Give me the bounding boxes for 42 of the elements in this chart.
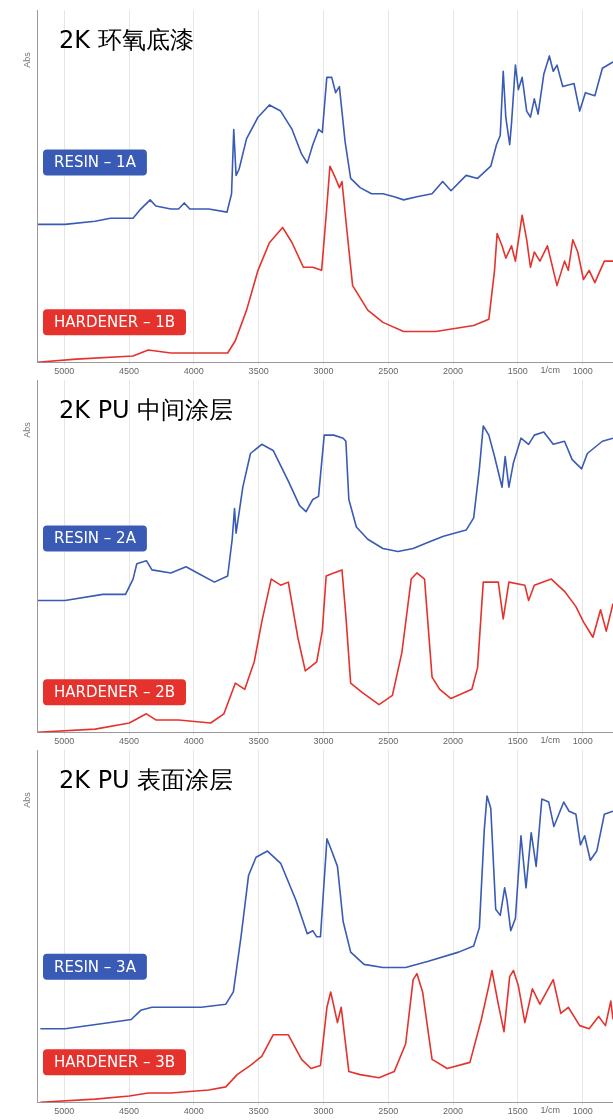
x-tick-label: 3500 [248, 736, 269, 747]
x-tick-label: 3000 [313, 1106, 334, 1117]
x-tick-label: 5000 [54, 736, 75, 747]
y-axis-title: Abs [22, 421, 33, 438]
x-tick-label: 4500 [119, 366, 140, 377]
chart-title: 2K PU 中间涂层 [59, 396, 234, 425]
text: RESIN – 1A [54, 153, 137, 172]
x-tick-label: 2000 [443, 1106, 464, 1117]
series-label: HARDENER – 3B [54, 1053, 175, 1072]
x-tick-label: 5000 [54, 366, 75, 377]
x-tick-label: 4500 [119, 736, 140, 747]
chart-title: 2K PU 表面涂层 [59, 766, 234, 795]
y-axis-title: Abs [22, 791, 33, 808]
x-axis-title: 1/cm [540, 735, 561, 746]
x-axis-title: 1/cm [540, 365, 561, 376]
x-tick-label: 4000 [183, 736, 204, 747]
x-tick-label: 3500 [248, 366, 269, 377]
x-tick-label: 3500 [248, 1106, 269, 1117]
series-label: HARDENER – 2B [54, 683, 175, 702]
x-axis-title: 1/cm [540, 1105, 561, 1116]
x-tick-label: 1500 [507, 366, 528, 377]
x-tick-label: 1500 [507, 736, 528, 747]
x-tick-label: 2500 [378, 736, 399, 747]
x-tick-label: 1000 [572, 366, 593, 377]
x-tick-label: 2500 [378, 1106, 399, 1117]
x-tick-label: 4000 [183, 1106, 204, 1117]
x-tick-label: 2500 [378, 366, 399, 377]
x-tick-label: 2000 [443, 366, 464, 377]
text: RESIN – 3A [54, 957, 137, 976]
x-tick-label: 2000 [443, 736, 464, 747]
x-tick-label: 4000 [183, 366, 204, 377]
x-tick-label: 3000 [313, 736, 334, 747]
x-tick-label: 5000 [54, 1106, 75, 1117]
x-tick-label: 1000 [572, 736, 593, 747]
x-tick-label: 1500 [507, 1106, 528, 1117]
series-label: HARDENER – 1B [54, 313, 175, 332]
y-axis-title: Abs [22, 51, 33, 68]
x-tick-label: 3000 [313, 366, 334, 377]
x-tick-label: 4500 [119, 1106, 140, 1117]
x-tick-label: 1000 [572, 1106, 593, 1117]
series-label: RESIN – 2A [54, 529, 137, 548]
chart-title: 2K 环氧底漆 [59, 26, 194, 55]
